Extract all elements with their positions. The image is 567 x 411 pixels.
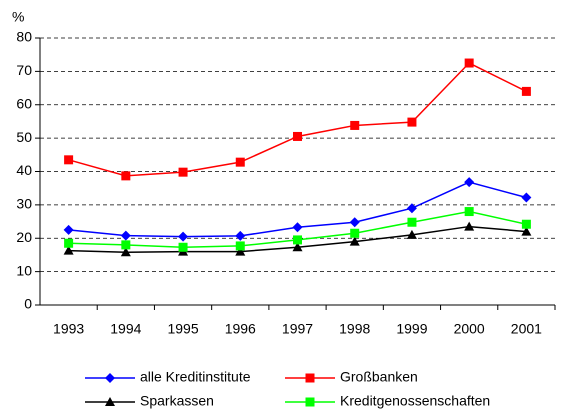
data-point: [292, 242, 303, 252]
legend-label: Sparkassen: [140, 393, 214, 409]
data-point: [178, 231, 189, 242]
data-point: [235, 241, 245, 251]
data-point: [350, 228, 360, 238]
data-point: [178, 242, 188, 252]
data-point: [120, 247, 131, 257]
data-point: [350, 120, 360, 130]
legend-label: Großbanken: [340, 369, 418, 385]
series-line: [68, 62, 527, 177]
data-point: [521, 192, 532, 203]
x-tick-label: 1993: [53, 321, 84, 337]
legend-marker: [305, 397, 315, 407]
legend-marker: [105, 397, 115, 406]
y-axis-label: %: [12, 9, 24, 25]
x-tick-label: 1995: [167, 321, 198, 337]
y-tick-label: 50: [16, 129, 32, 145]
x-tick-label: 1997: [282, 321, 313, 337]
y-tick-label: 80: [16, 29, 32, 45]
x-tick-label: 1998: [339, 321, 370, 337]
x-tick-label: 2000: [454, 321, 485, 337]
data-point: [178, 167, 188, 177]
x-tick-label: 2001: [511, 321, 542, 337]
data-point: [235, 246, 246, 256]
y-tick-label: 0: [24, 296, 32, 312]
data-point: [235, 157, 245, 167]
x-tick-label: 1999: [396, 321, 427, 337]
legend-label: alle Kreditinstitute: [140, 369, 251, 385]
y-tick-label: 10: [16, 262, 32, 278]
legend-marker: [305, 373, 315, 383]
y-tick-label: 60: [16, 95, 32, 111]
data-point: [521, 219, 531, 229]
data-point: [407, 217, 417, 227]
data-point: [293, 235, 302, 245]
data-point: [235, 230, 246, 241]
data-point: [120, 230, 131, 241]
data-point: [292, 222, 303, 233]
data-point: [64, 238, 74, 248]
data-point: [521, 226, 532, 236]
data-point: [521, 86, 531, 96]
y-tick-label: 40: [16, 162, 32, 178]
data-point: [121, 240, 131, 250]
data-point: [464, 177, 475, 188]
y-tick-label: 20: [16, 229, 32, 245]
data-point: [464, 58, 474, 68]
data-point: [121, 171, 131, 181]
data-point: [63, 224, 74, 235]
data-point: [464, 221, 475, 231]
data-point: [63, 245, 74, 255]
x-tick-label: 1994: [110, 321, 141, 337]
y-tick-label: 70: [16, 62, 32, 78]
legend-label: Kreditgenossenschaften: [340, 393, 490, 409]
data-point: [406, 229, 417, 239]
data-point: [293, 131, 302, 141]
legend-marker: [105, 373, 115, 383]
data-point: [464, 207, 474, 217]
data-point: [64, 155, 74, 165]
data-point: [349, 236, 360, 246]
x-tick-label: 1996: [225, 321, 256, 337]
data-point: [349, 217, 360, 228]
data-point: [406, 203, 417, 214]
y-tick-label: 30: [16, 196, 32, 212]
data-point: [407, 117, 417, 127]
